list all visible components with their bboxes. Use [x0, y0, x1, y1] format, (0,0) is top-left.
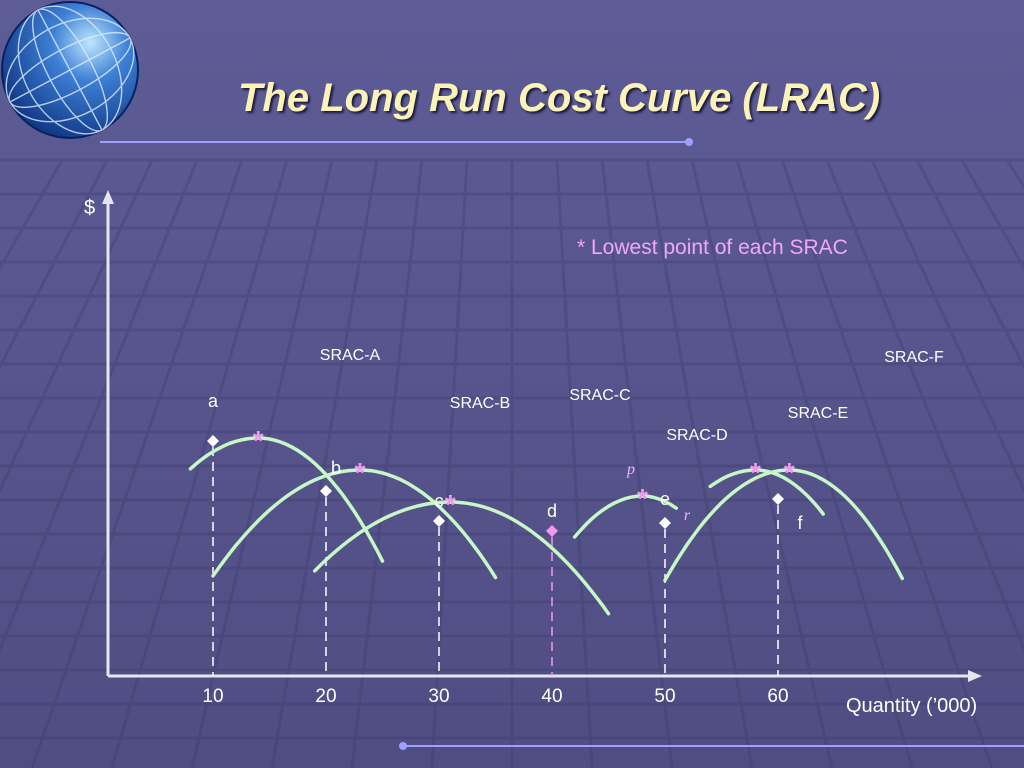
y-axis-label: $ [84, 197, 95, 219]
lowest-point-star: * [750, 457, 761, 488]
lowest-point-note: * Lowest point of each SRAC [577, 236, 848, 259]
lowest-point-star: * [253, 425, 264, 456]
x-tick-label: 50 [654, 686, 675, 707]
srac-curve [211, 468, 498, 580]
lowest-point-star: * [445, 489, 456, 520]
lrac-point-label: a [208, 391, 219, 411]
lrac-point-marker [207, 435, 219, 447]
lrac-point-marker [320, 485, 332, 497]
curve-marker-label: p [626, 461, 635, 478]
axes [102, 190, 982, 682]
x-tick-label: 20 [315, 686, 336, 707]
srac-curve [312, 500, 611, 616]
lrac-point-label: f [797, 513, 803, 533]
lowest-point-star: * [784, 457, 795, 488]
slide-title: The Long Run Cost Curve (LRAC) [238, 76, 881, 120]
x-axis-label: Quantity (’000) [846, 695, 977, 717]
srac-curve [188, 436, 385, 563]
srac-curve-label: SRAC-A [320, 347, 381, 364]
bottom-divider-dot [399, 742, 407, 750]
globe-icon [1, 1, 139, 139]
srac-curve-label: SRAC-B [450, 395, 510, 412]
top-divider-dot [685, 138, 693, 146]
x-tick-label: 60 [767, 686, 788, 707]
srac-curve-label: SRAC-E [788, 405, 848, 422]
lowest-point-star: * [637, 483, 648, 514]
x-tick-label: 40 [541, 686, 562, 707]
x-tick-label: 30 [428, 686, 449, 707]
srac-curve [663, 468, 905, 583]
lrac-point-marker [772, 493, 784, 505]
srac-curve-label: SRAC-C [569, 387, 630, 404]
lrac-point-label: e [660, 489, 670, 509]
lrac-point-label: c [435, 491, 444, 511]
srac-curve [572, 494, 679, 539]
srac-curve-label: SRAC-D [666, 427, 727, 444]
lrac-point-marker [546, 525, 558, 537]
srac-curve-label: SRAC-F [884, 349, 944, 366]
lrac-point-marker [659, 517, 671, 529]
lrac-point-label: b [331, 458, 341, 478]
curve-marker-label: r [684, 507, 691, 524]
srac-curve [708, 468, 825, 516]
lowest-point-star: * [354, 457, 365, 488]
lrac-point-label: d [547, 501, 557, 521]
x-tick-label: 10 [202, 686, 223, 707]
lrac-point-marker [433, 515, 445, 527]
